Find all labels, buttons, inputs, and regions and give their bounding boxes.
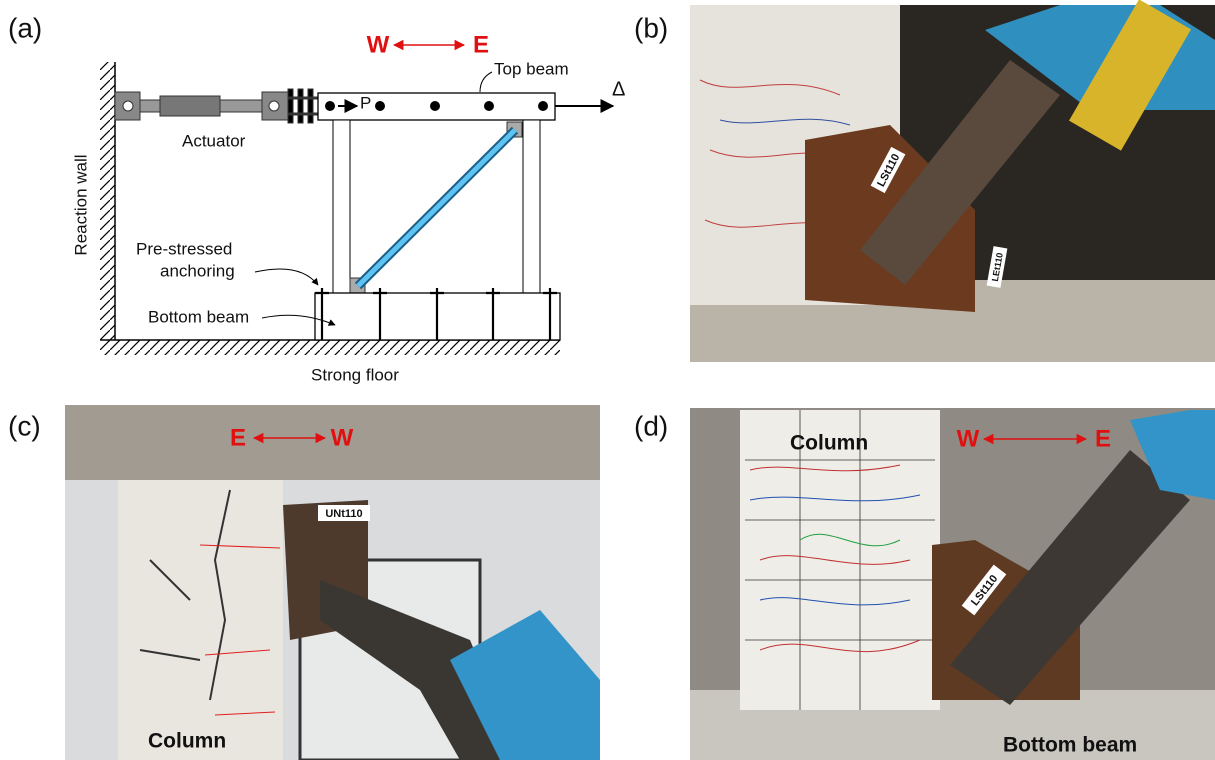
direction-left: W <box>957 425 980 452</box>
displacement-label: Δ <box>612 78 625 100</box>
brace-core <box>358 130 515 286</box>
figure: (a) P Δ W E Top beam Actuator Reaction w… <box>0 0 1215 760</box>
panel-label: (c) <box>8 410 41 441</box>
leader <box>255 269 318 285</box>
direction-left: W <box>367 31 390 58</box>
column <box>523 120 540 293</box>
anchoring-label: Pre-stressed <box>136 239 232 258</box>
panel-d: (d) LSt110 W E Column Bottom beam <box>634 408 1215 760</box>
caption: Column <box>790 432 868 455</box>
direction-right: W <box>331 424 354 451</box>
direction-right: E <box>1095 425 1111 452</box>
load-label: P <box>360 93 371 112</box>
strong-floor-label: Strong floor <box>311 365 399 384</box>
specimen-tag: UNt110 <box>325 508 362 520</box>
panel-label: (d) <box>634 410 668 441</box>
panel-label: (b) <box>634 12 668 43</box>
panel-b: (b) LSt110 LEt110 <box>634 0 1215 362</box>
panel-c: (c) UNt110 E W Column <box>8 405 600 760</box>
actuator <box>115 89 318 123</box>
panel-label: (a) <box>8 12 42 43</box>
wall-hatch <box>100 62 115 342</box>
anchoring-label: anchoring <box>160 261 235 280</box>
direction-left: E <box>230 424 246 451</box>
bottom-beam-label: Bottom beam <box>148 307 249 326</box>
top-beam-label: Top beam <box>494 59 569 78</box>
floor-hatch <box>100 340 560 355</box>
column <box>333 120 350 293</box>
panel-a: (a) P Δ W E Top beam Actuator Reaction w… <box>8 12 625 384</box>
caption: Bottom beam <box>1003 734 1137 757</box>
leader <box>480 72 492 92</box>
reaction-wall-label: Reaction wall <box>71 154 90 255</box>
caption: Column <box>148 730 226 753</box>
actuator-label: Actuator <box>182 131 246 150</box>
direction-right: E <box>473 31 489 58</box>
